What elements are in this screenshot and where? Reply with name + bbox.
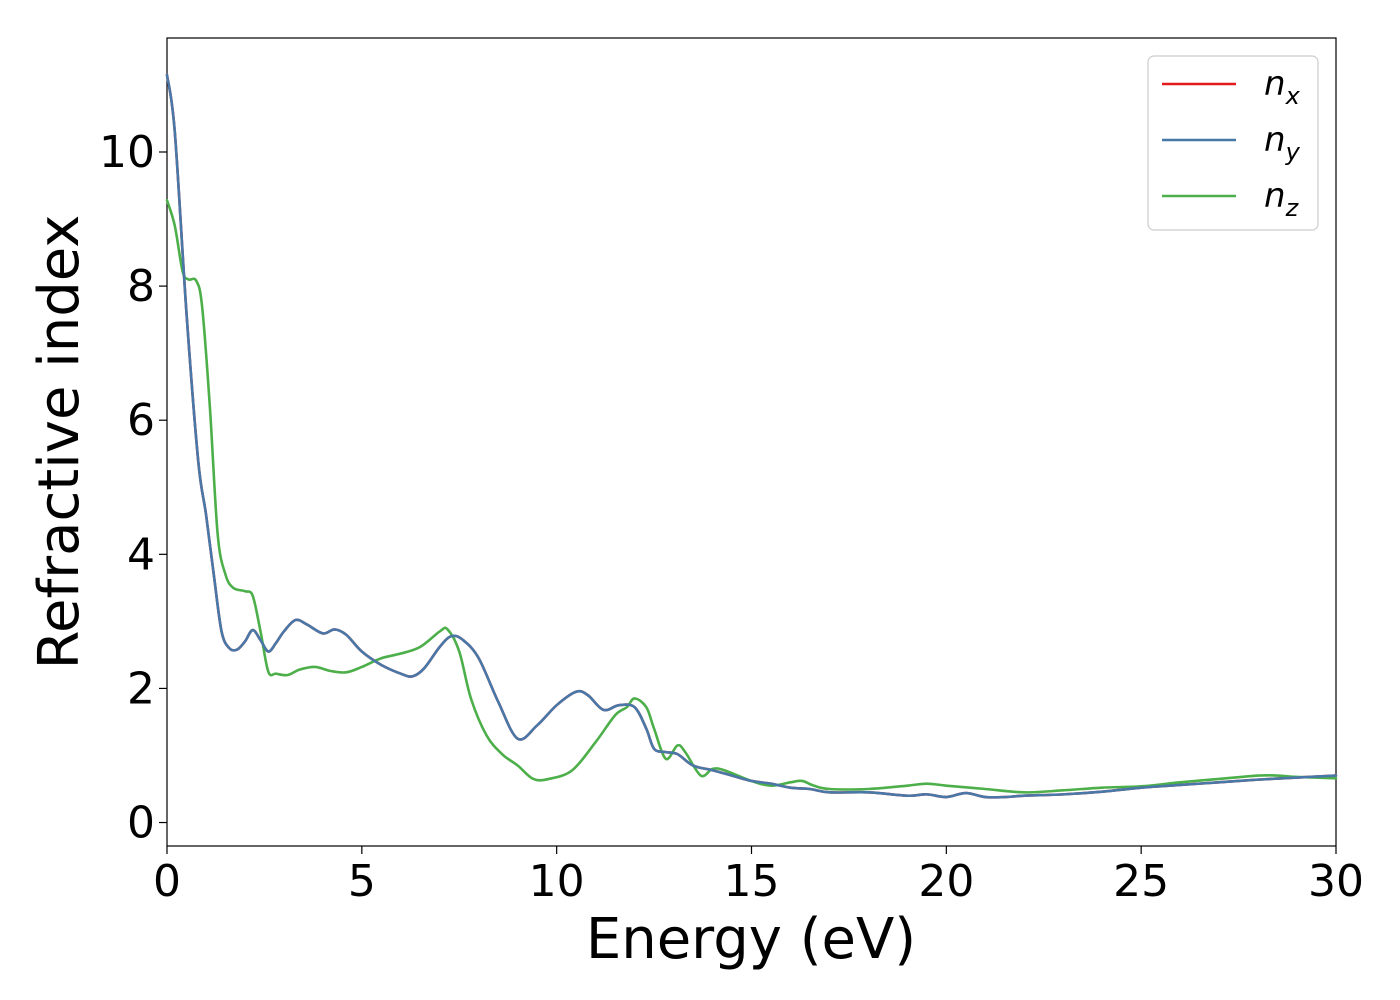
- plot-frame: [166, 37, 1337, 847]
- y-tick-label: 8: [127, 261, 155, 312]
- x-tick-label: 5: [348, 856, 376, 907]
- x-axis-title: Energy (eV): [586, 907, 916, 972]
- y-tick-label: 10: [99, 127, 155, 178]
- series-line-nz: [165, 198, 1338, 794]
- x-tick-label: 10: [529, 856, 585, 907]
- series-lines: [165, 73, 1338, 799]
- legend-label-nz: nz: [1264, 176, 1300, 222]
- y-tick-label: 4: [127, 529, 155, 580]
- legend: nx ny nz: [1147, 55, 1319, 231]
- x-ticks: 0 5 10 15 20 25 30: [153, 846, 1364, 907]
- x-tick-label: 20: [918, 856, 974, 907]
- legend-label-nx: nx: [1264, 64, 1301, 110]
- x-tick-label: 30: [1308, 856, 1364, 907]
- y-ticks: 0 2 4 6 8 10: [99, 127, 167, 849]
- x-tick-label: 25: [1113, 856, 1169, 907]
- series-line-ny: [165, 73, 1338, 799]
- y-axis-title: Refractive index: [27, 215, 92, 670]
- x-tick-label: 0: [153, 856, 181, 907]
- y-tick-label: 0: [127, 798, 155, 849]
- x-tick-label: 15: [724, 856, 780, 907]
- y-tick-label: 2: [127, 663, 155, 714]
- y-tick-label: 6: [127, 395, 155, 446]
- legend-box: [1147, 55, 1319, 231]
- legend-label-ny: ny: [1264, 120, 1301, 166]
